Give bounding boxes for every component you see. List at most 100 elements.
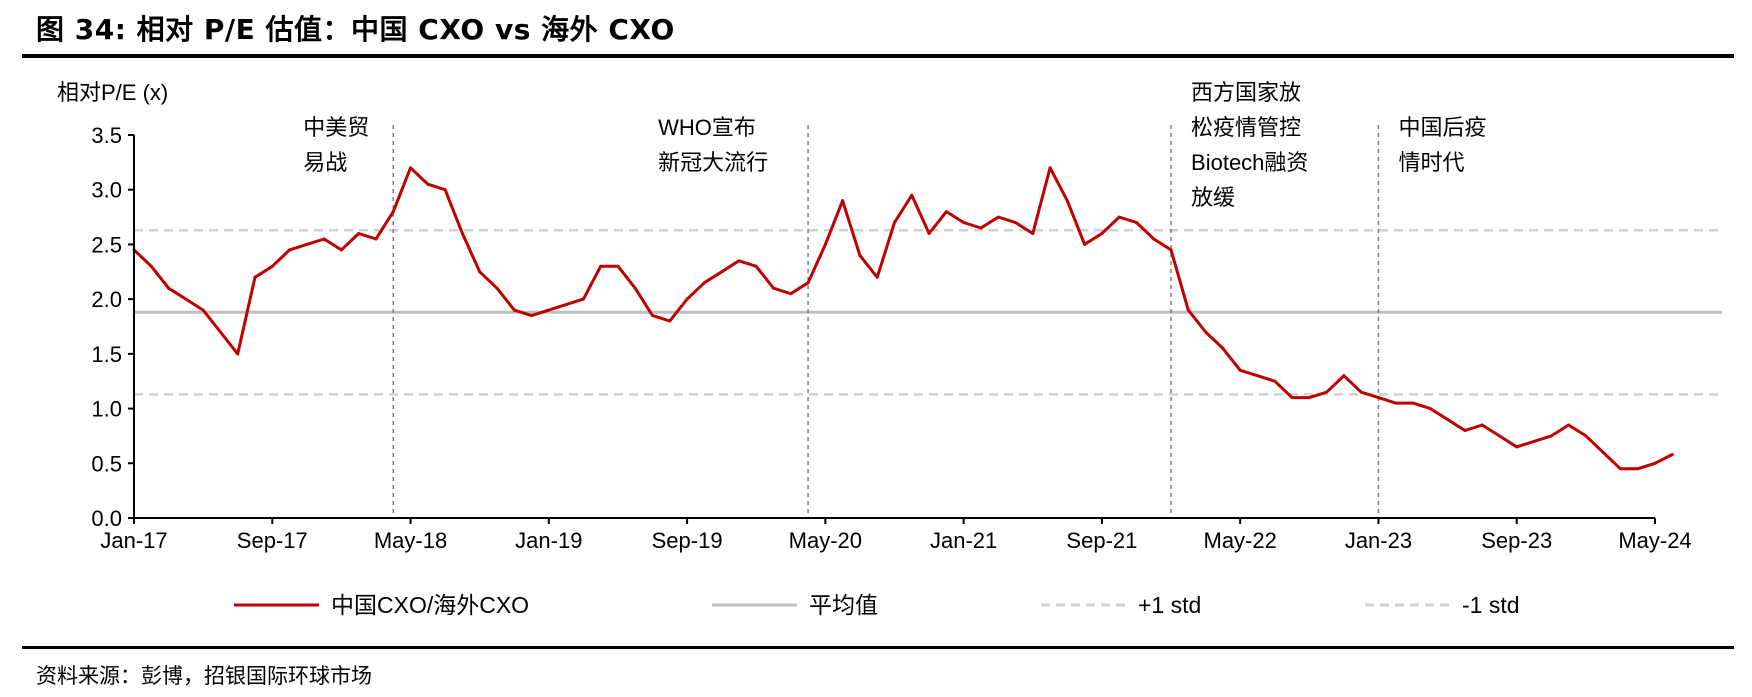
y-tick-label: 2.0 — [91, 287, 122, 312]
event-annotation: WHO宣布 — [658, 115, 756, 140]
data-point — [305, 242, 309, 246]
data-point — [322, 237, 326, 241]
x-tick-label: May-20 — [789, 528, 862, 553]
data-point — [547, 308, 551, 312]
y-tick-label: 2.5 — [91, 232, 122, 257]
data-point — [201, 308, 205, 312]
data-point — [443, 188, 447, 192]
data-point — [1048, 166, 1052, 170]
data-point — [530, 314, 534, 318]
data-point — [616, 264, 620, 268]
data-point — [1221, 346, 1225, 350]
data-point — [599, 264, 603, 268]
data-point — [1186, 308, 1190, 312]
data-point — [1325, 390, 1329, 394]
x-tick-label: May-22 — [1204, 528, 1277, 553]
data-point — [218, 330, 222, 334]
data-point — [1031, 231, 1035, 235]
data-point — [1169, 248, 1173, 252]
data-point — [184, 297, 188, 301]
data-point — [478, 270, 482, 274]
data-point — [512, 308, 516, 312]
legend-label: +1 std — [1138, 592, 1201, 618]
data-point — [1636, 467, 1640, 471]
data-point — [1013, 221, 1017, 225]
data-point — [668, 319, 672, 323]
data-point — [754, 264, 758, 268]
legend-label: -1 std — [1462, 592, 1520, 618]
data-point — [858, 253, 862, 257]
source-note: 资料来源：彭博，招银国际环球市场 — [36, 664, 372, 688]
data-point — [910, 193, 914, 197]
y-tick-label: 1.5 — [91, 342, 122, 367]
data-point — [1428, 407, 1432, 411]
data-point — [339, 248, 343, 252]
x-tick-label: May-18 — [374, 528, 447, 553]
data-point — [1601, 450, 1605, 454]
x-tick-label: May-24 — [1618, 528, 1691, 553]
data-point — [1134, 221, 1138, 225]
x-tick-label: Jan-17 — [100, 528, 167, 553]
data-point — [1618, 467, 1622, 471]
data-point — [962, 221, 966, 225]
data-point — [737, 259, 741, 263]
data-point — [1307, 396, 1311, 400]
data-point — [789, 292, 793, 296]
data-point — [1065, 199, 1069, 203]
data-point — [1117, 215, 1121, 219]
data-point — [270, 264, 274, 268]
data-point — [1394, 401, 1398, 405]
event-annotation: 情时代 — [1398, 150, 1464, 175]
data-point — [651, 314, 655, 318]
y-tick-label: 3.5 — [91, 123, 122, 148]
data-point — [1152, 237, 1156, 241]
x-tick-label: Sep-19 — [652, 528, 723, 553]
event-annotation: Biotech融资 — [1191, 150, 1308, 175]
data-point — [149, 264, 153, 268]
y-tick-label: 0.5 — [91, 451, 122, 476]
event-annotation: 中国后疫 — [1398, 115, 1486, 140]
data-point — [1376, 396, 1380, 400]
data-point — [685, 297, 689, 301]
data-point — [720, 270, 724, 274]
data-point — [1238, 368, 1242, 372]
data-point — [1100, 231, 1104, 235]
top-rule — [22, 54, 1734, 58]
y-axis-label: 相对P/E (x) — [57, 80, 168, 105]
data-point — [927, 231, 931, 235]
series-line-cxo-ratio — [132, 166, 1673, 471]
data-point — [1549, 434, 1553, 438]
data-point — [253, 275, 257, 279]
data-point — [633, 286, 637, 290]
data-point — [1359, 390, 1363, 394]
data-point — [1290, 396, 1294, 400]
data-point — [357, 231, 361, 235]
data-point — [409, 166, 413, 170]
data-point — [1584, 434, 1588, 438]
data-point — [806, 281, 810, 285]
data-point — [702, 281, 706, 285]
data-point — [1083, 242, 1087, 246]
data-point — [564, 303, 568, 307]
data-point — [772, 286, 776, 290]
figure-title: 图 34: 相对 P/E 估值：中国 CXO vs 海外 CXO — [36, 13, 675, 46]
x-tick-label: Sep-21 — [1066, 528, 1137, 553]
data-point — [841, 199, 845, 203]
data-point — [823, 242, 827, 246]
legend-label: 中国CXO/海外CXO — [331, 592, 529, 618]
data-point — [996, 215, 1000, 219]
data-point — [1653, 461, 1657, 465]
event-annotation: 新冠大流行 — [658, 150, 768, 175]
data-point — [1204, 330, 1208, 334]
event-annotation: 易战 — [303, 150, 347, 175]
data-point — [1446, 418, 1450, 422]
data-point — [1463, 428, 1467, 432]
data-point — [1411, 401, 1415, 405]
legend-label: 平均值 — [809, 592, 878, 618]
data-point — [391, 210, 395, 214]
x-tick-label: Jan-19 — [515, 528, 582, 553]
y-tick-label: 3.0 — [91, 178, 122, 203]
y-tick-label: 1.0 — [91, 397, 122, 422]
data-point — [1515, 445, 1519, 449]
